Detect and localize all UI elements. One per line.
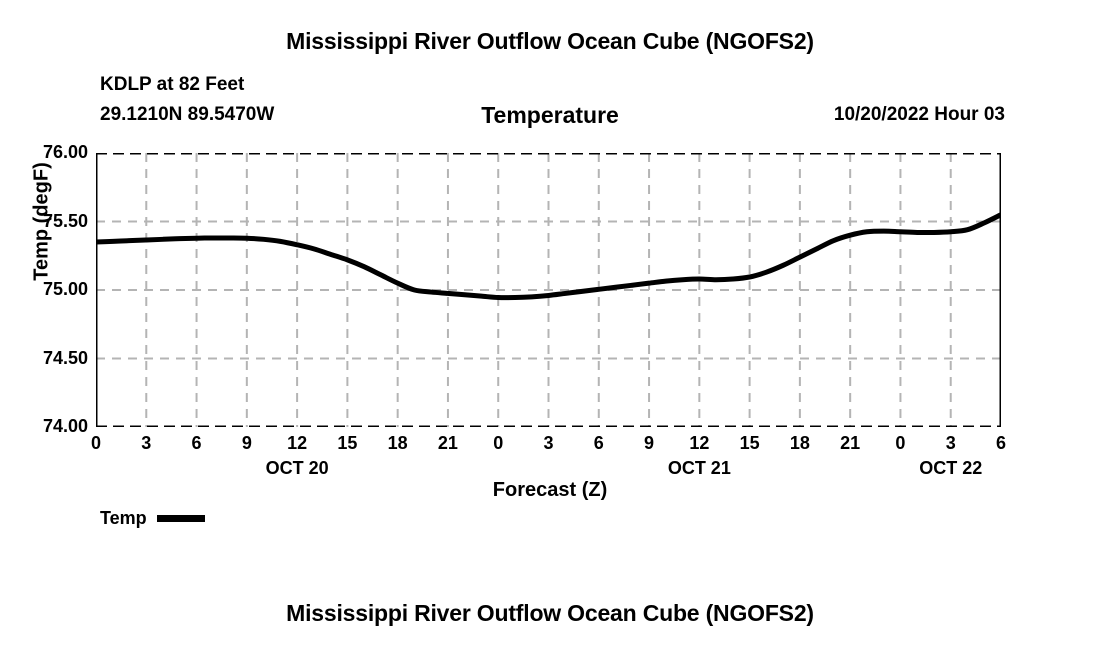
x-axis-tick-label: 12 bbox=[287, 433, 308, 453]
x-axis-tick-label: 3 bbox=[141, 433, 152, 453]
x-axis-tick-label: 6 bbox=[995, 433, 1006, 453]
x-axis-tick-label: 21 bbox=[840, 433, 861, 453]
x-axis-day-label: OCT 20 bbox=[265, 458, 329, 478]
page-title-bottom: Mississippi River Outflow Ocean Cube (NG… bbox=[286, 600, 814, 626]
x-axis-tick-label: 12 bbox=[689, 433, 710, 453]
x-axis-tick-label: 3 bbox=[945, 433, 956, 453]
x-axis-label: Forecast (Z) bbox=[492, 479, 608, 501]
plot-area bbox=[96, 153, 1001, 427]
x-axis-tick-label: 18 bbox=[789, 433, 810, 453]
x-axis-day-label: OCT 22 bbox=[919, 458, 983, 478]
y-axis-tick-label: 76.00 bbox=[42, 142, 88, 162]
legend-swatch-temp bbox=[156, 515, 205, 522]
x-axis-tick-label: 15 bbox=[337, 433, 358, 453]
station-label: KDLP at 82 Feet bbox=[100, 74, 245, 95]
y-axis-tick-label: 74.50 bbox=[42, 347, 88, 368]
x-axis-tick-label: 0 bbox=[895, 433, 906, 453]
x-axis-tick-label: 18 bbox=[387, 433, 408, 453]
coordinates-label: 29.1210N 89.5470W bbox=[100, 104, 275, 125]
y-axis-tick-label: 74.00 bbox=[42, 416, 88, 436]
x-axis-tick-label: 3 bbox=[543, 433, 554, 453]
x-axis-tick-label: 21 bbox=[437, 433, 458, 453]
x-axis-tick-label: 6 bbox=[593, 433, 604, 453]
x-axis-tick-label: 15 bbox=[739, 433, 760, 453]
x-axis-tick-label: 0 bbox=[493, 433, 504, 453]
chart-legend: Temp bbox=[100, 508, 205, 529]
y-axis-tick-label: 75.50 bbox=[42, 210, 88, 231]
x-axis-tick-label: 6 bbox=[191, 433, 202, 453]
x-axis-day-label: OCT 21 bbox=[667, 458, 731, 478]
x-axis-tick-label: 0 bbox=[90, 433, 101, 453]
model-run-timestamp: 10/20/2022 Hour 03 bbox=[833, 104, 1005, 125]
legend-label-temp: Temp bbox=[100, 508, 147, 528]
temperature-line-chart bbox=[96, 153, 1001, 427]
chart-subtitle: Temperature bbox=[481, 102, 619, 128]
y-axis-tick-label: 75.00 bbox=[42, 279, 88, 299]
page-title-top: Mississippi River Outflow Ocean Cube (NG… bbox=[286, 28, 814, 54]
x-axis-tick-label: 9 bbox=[241, 433, 252, 453]
x-axis-tick-label: 9 bbox=[644, 433, 655, 453]
